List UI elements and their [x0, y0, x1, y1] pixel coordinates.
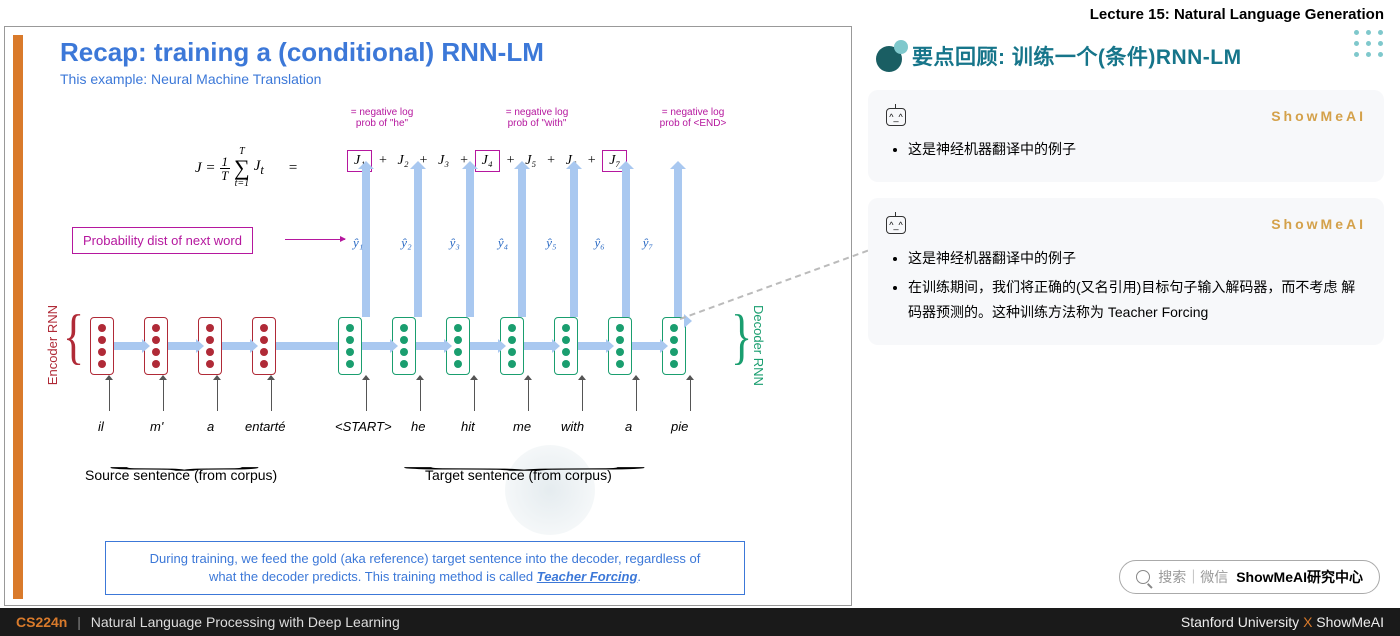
course-code: CS224n: [16, 614, 67, 630]
enc-word: entarté: [245, 419, 285, 434]
dec-word: hit: [461, 419, 475, 434]
encoder-brace: {: [63, 301, 84, 372]
dec-word: he: [411, 419, 425, 434]
decoder-label: Decoder RNN: [751, 305, 766, 386]
dec-word: pie: [671, 419, 688, 434]
brand-label: ShowMeAI: [1271, 212, 1366, 237]
right-title: 要点回顾: 训练一个(条件)RNN-LM: [912, 41, 1242, 71]
accent-bar: [13, 35, 23, 599]
enc-word: il: [98, 419, 104, 434]
brand-label: ShowMeAI: [1271, 104, 1366, 129]
slide: Recap: training a (conditional) RNN-LM T…: [4, 26, 852, 606]
loss-annotation: = negative logprob of <END>: [657, 107, 729, 129]
enc-word: a: [207, 419, 214, 434]
note-bullet: 在训练期间，我们将正确的(又名引用)目标句子输入解码器，而不考虑 解码器预测的。…: [908, 275, 1366, 325]
slide-subtitle: This example: Neural Machine Translation: [60, 71, 321, 87]
search-brand: ShowMeAI研究中心: [1236, 567, 1363, 587]
loss-annotation: = negative logprob of "he": [346, 107, 418, 129]
tgt-label: Target sentence (from corpus): [425, 467, 612, 483]
search-pill[interactable]: 搜索｜微信 ShowMeAI研究中心: [1119, 560, 1380, 594]
slide-title: Recap: training a (conditional) RNN-LM: [60, 37, 544, 68]
note-card-2: ^_^ ShowMeAI 这是神经机器翻译中的例子 在训练期间，我们将正确的(又…: [868, 198, 1384, 345]
src-label: Source sentence (from corpus): [85, 467, 277, 483]
right-title-wrap: 要点回顾: 训练一个(条件)RNN-LM: [876, 40, 1384, 72]
dots-decoration-icon: [1354, 30, 1384, 57]
title-circles-icon: [876, 40, 908, 72]
robot-icon: ^_^: [886, 108, 906, 126]
note-card-1: ^_^ ShowMeAI 这是神经机器翻译中的例子: [868, 90, 1384, 182]
prob-dist-label: Probability dist of next word: [72, 227, 253, 254]
note-bullet: 这是神经机器翻译中的例子: [908, 246, 1366, 271]
right-panel: 要点回顾: 训练一个(条件)RNN-LM ^_^ ShowMeAI 这是神经机器…: [852, 26, 1400, 600]
footer-brand: ShowMeAI: [1316, 614, 1384, 630]
robot-icon: ^_^: [886, 216, 906, 234]
loss-annotation: = negative logprob of "with": [501, 107, 573, 129]
decoder-brace: }: [731, 301, 752, 372]
search-hint: 搜索｜微信: [1158, 567, 1228, 587]
main-container: Recap: training a (conditional) RNN-LM T…: [0, 0, 1400, 600]
teacher-forcing-note: During training, we feed the gold (aka r…: [105, 541, 745, 595]
course-title: Natural Language Processing with Deep Le…: [91, 614, 400, 630]
x-separator: X: [1303, 614, 1312, 630]
rnn-cells: [90, 317, 686, 375]
prob-arrow: [285, 239, 345, 240]
dec-word: <START>: [335, 419, 392, 434]
university: Stanford University: [1181, 614, 1299, 630]
dec-word: me: [513, 419, 531, 434]
enc-word: m': [150, 419, 163, 434]
note-bullet: 这是神经机器翻译中的例子: [908, 137, 1366, 162]
lecture-label: Lecture 15: Natural Language Generation: [1090, 6, 1384, 23]
search-icon: [1136, 570, 1150, 584]
yhat-row: ŷ₁ŷ₂ŷ₃ ŷ₄ŷ₅ŷ₆ ŷ₇: [353, 235, 653, 251]
dec-word: a: [625, 419, 632, 434]
encoder-label: Encoder RNN: [45, 305, 60, 385]
loss-formula: J = 1T T∑t=1 Jt =: [195, 147, 298, 189]
footer: CS224n | Natural Language Processing wit…: [0, 608, 1400, 636]
dec-word: with: [561, 419, 584, 434]
